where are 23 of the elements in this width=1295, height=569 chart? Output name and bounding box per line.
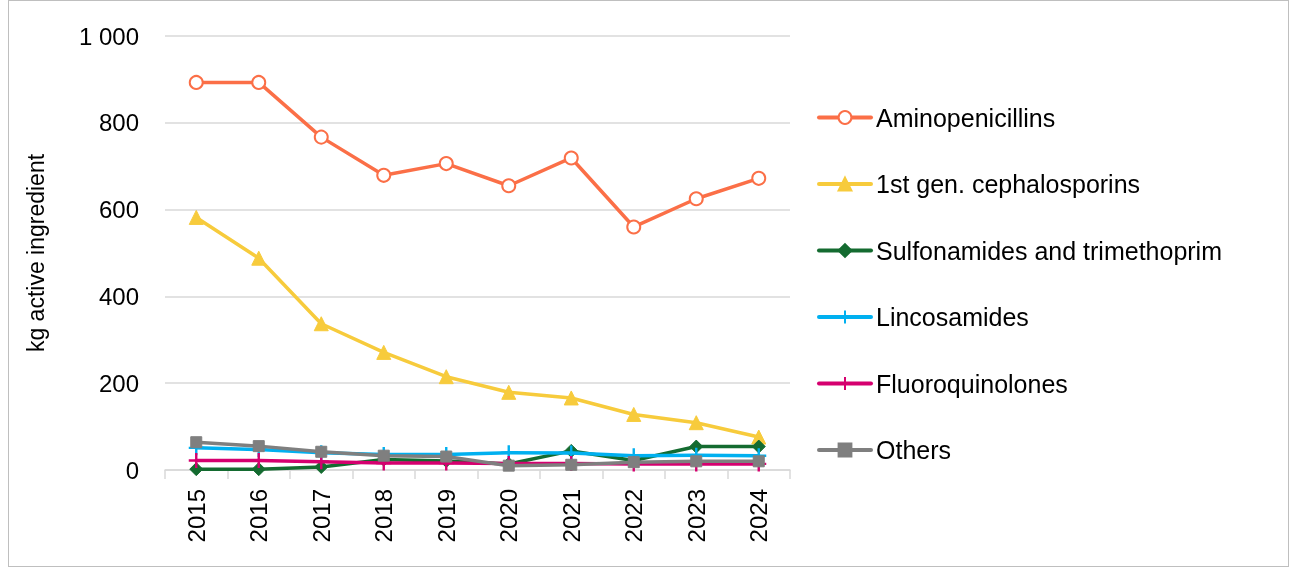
legend-label: Fluoroquinolones [876,369,1068,398]
y-tick-label: 0 [125,456,139,484]
x-tick-label: 2023 [682,489,710,543]
y-axis-title: kg active ingredient [22,153,49,353]
legend-label: Others [876,436,952,464]
legend-label: 1st gen. cephalosporins [876,170,1141,198]
legend-label: Aminopenicillins [876,103,1056,132]
y-tick-label: 800 [98,109,139,137]
y-tick-label: 1 000 [78,22,139,50]
y-tick-label: 400 [98,282,139,310]
x-tick-label: 2024 [745,489,773,543]
y-tick-label: 200 [98,369,139,397]
x-tick-label: 2020 [495,489,523,543]
legend-label: Lincosamides [876,303,1029,331]
x-tick-label: 2021 [557,489,585,543]
legend-label: Sulfonamides and trimethoprim [876,236,1222,265]
x-tick-label: 2017 [307,489,335,543]
x-tick-label: 2019 [432,489,460,543]
x-tick-label: 2022 [620,489,648,543]
x-tick-label: 2016 [245,489,273,543]
x-tick-label: 2015 [182,489,210,543]
y-tick-label: 600 [98,196,139,224]
x-tick-label: 2018 [370,489,398,543]
